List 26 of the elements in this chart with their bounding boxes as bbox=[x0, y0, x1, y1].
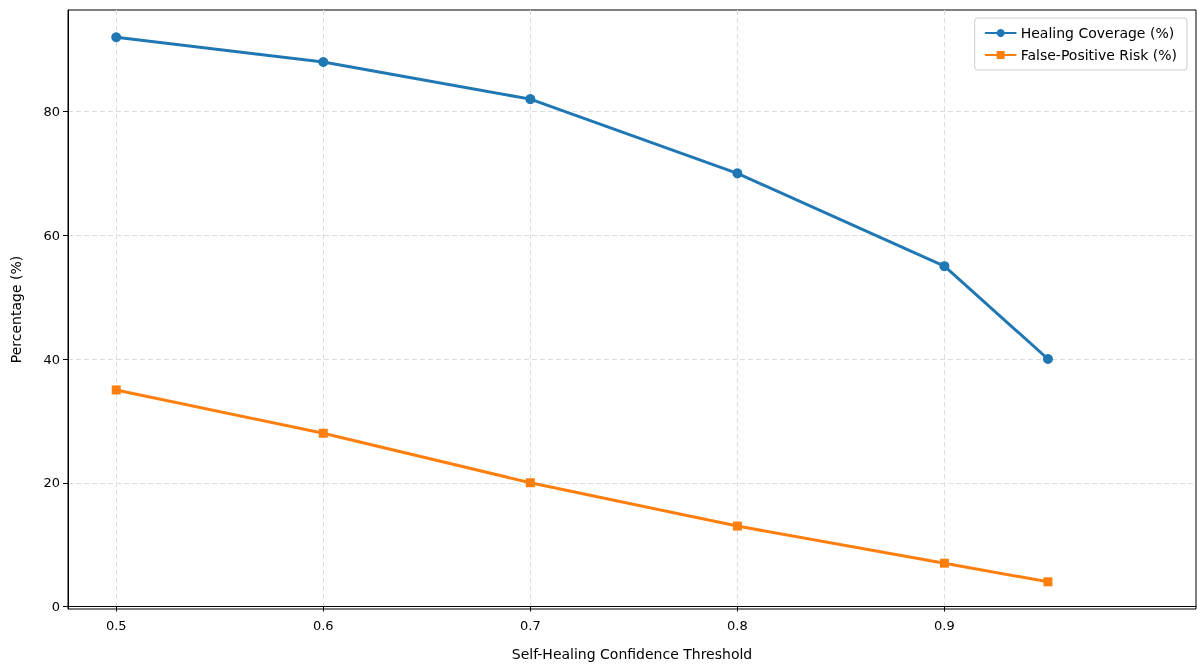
legend-label: False-Positive Risk (%) bbox=[1020, 47, 1177, 63]
x-tick-label: 0.5 bbox=[105, 618, 127, 633]
x-axis-title: Self-Healing Confidence Threshold bbox=[511, 646, 753, 662]
x-tick-label: 0.9 bbox=[934, 618, 955, 633]
y-tick-label: 20 bbox=[43, 475, 60, 491]
legend-label: Healing Coverage (%) bbox=[1020, 25, 1175, 41]
point bbox=[939, 558, 949, 568]
point bbox=[732, 521, 742, 531]
point bbox=[318, 428, 328, 438]
point bbox=[111, 32, 122, 43]
y-axis-title: Percentage (%) bbox=[8, 255, 24, 364]
y-tick-label: 60 bbox=[43, 227, 60, 243]
x-tick-label: 0.7 bbox=[520, 618, 541, 633]
point bbox=[525, 478, 535, 488]
point bbox=[525, 94, 536, 105]
point bbox=[1042, 354, 1053, 364]
y-tick-label: 40 bbox=[43, 351, 60, 367]
point bbox=[1043, 577, 1053, 587]
y-tick-label: 0 bbox=[51, 599, 60, 615]
point bbox=[732, 168, 743, 179]
x-tick-label: 0.8 bbox=[727, 618, 748, 633]
point bbox=[111, 385, 121, 395]
x-tick-label: 0.6 bbox=[312, 618, 334, 633]
point bbox=[318, 56, 329, 67]
y-tick-label: 80 bbox=[43, 103, 60, 119]
point bbox=[939, 261, 950, 272]
